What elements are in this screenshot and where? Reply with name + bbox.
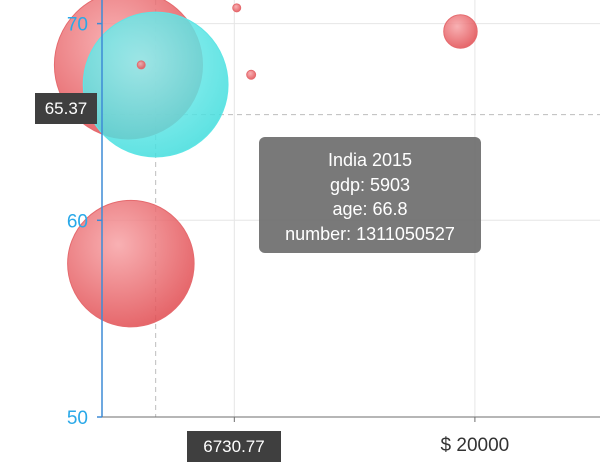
bubble-point bbox=[67, 199, 195, 328]
x-tick-label: $ 20000 bbox=[441, 435, 510, 456]
bubble-point bbox=[246, 69, 257, 80]
bubble-point bbox=[82, 11, 229, 158]
bubble-point bbox=[136, 60, 146, 70]
y-tick-label: 60 bbox=[67, 211, 88, 232]
tooltip-gdp: gdp: 5903 bbox=[329, 174, 411, 195]
bubble-point bbox=[443, 14, 478, 49]
x-axis-pointer-label: 6730.77 bbox=[187, 431, 281, 462]
tooltip-title: India 2015 bbox=[327, 150, 413, 170]
bubble-point bbox=[232, 3, 242, 13]
tooltip-number: number: 1311050527 bbox=[285, 223, 455, 244]
y-tick-label: 50 bbox=[67, 408, 88, 429]
bubbles bbox=[53, 0, 478, 328]
tooltip-age: age: 66.8 bbox=[332, 199, 408, 219]
y-tick-label: 70 bbox=[67, 15, 88, 36]
data-tooltip: India 2015 gdp: 5903 age: 66.8 number: 1… bbox=[259, 137, 481, 253]
y-axis-pointer-label: 65.37 bbox=[35, 93, 97, 124]
